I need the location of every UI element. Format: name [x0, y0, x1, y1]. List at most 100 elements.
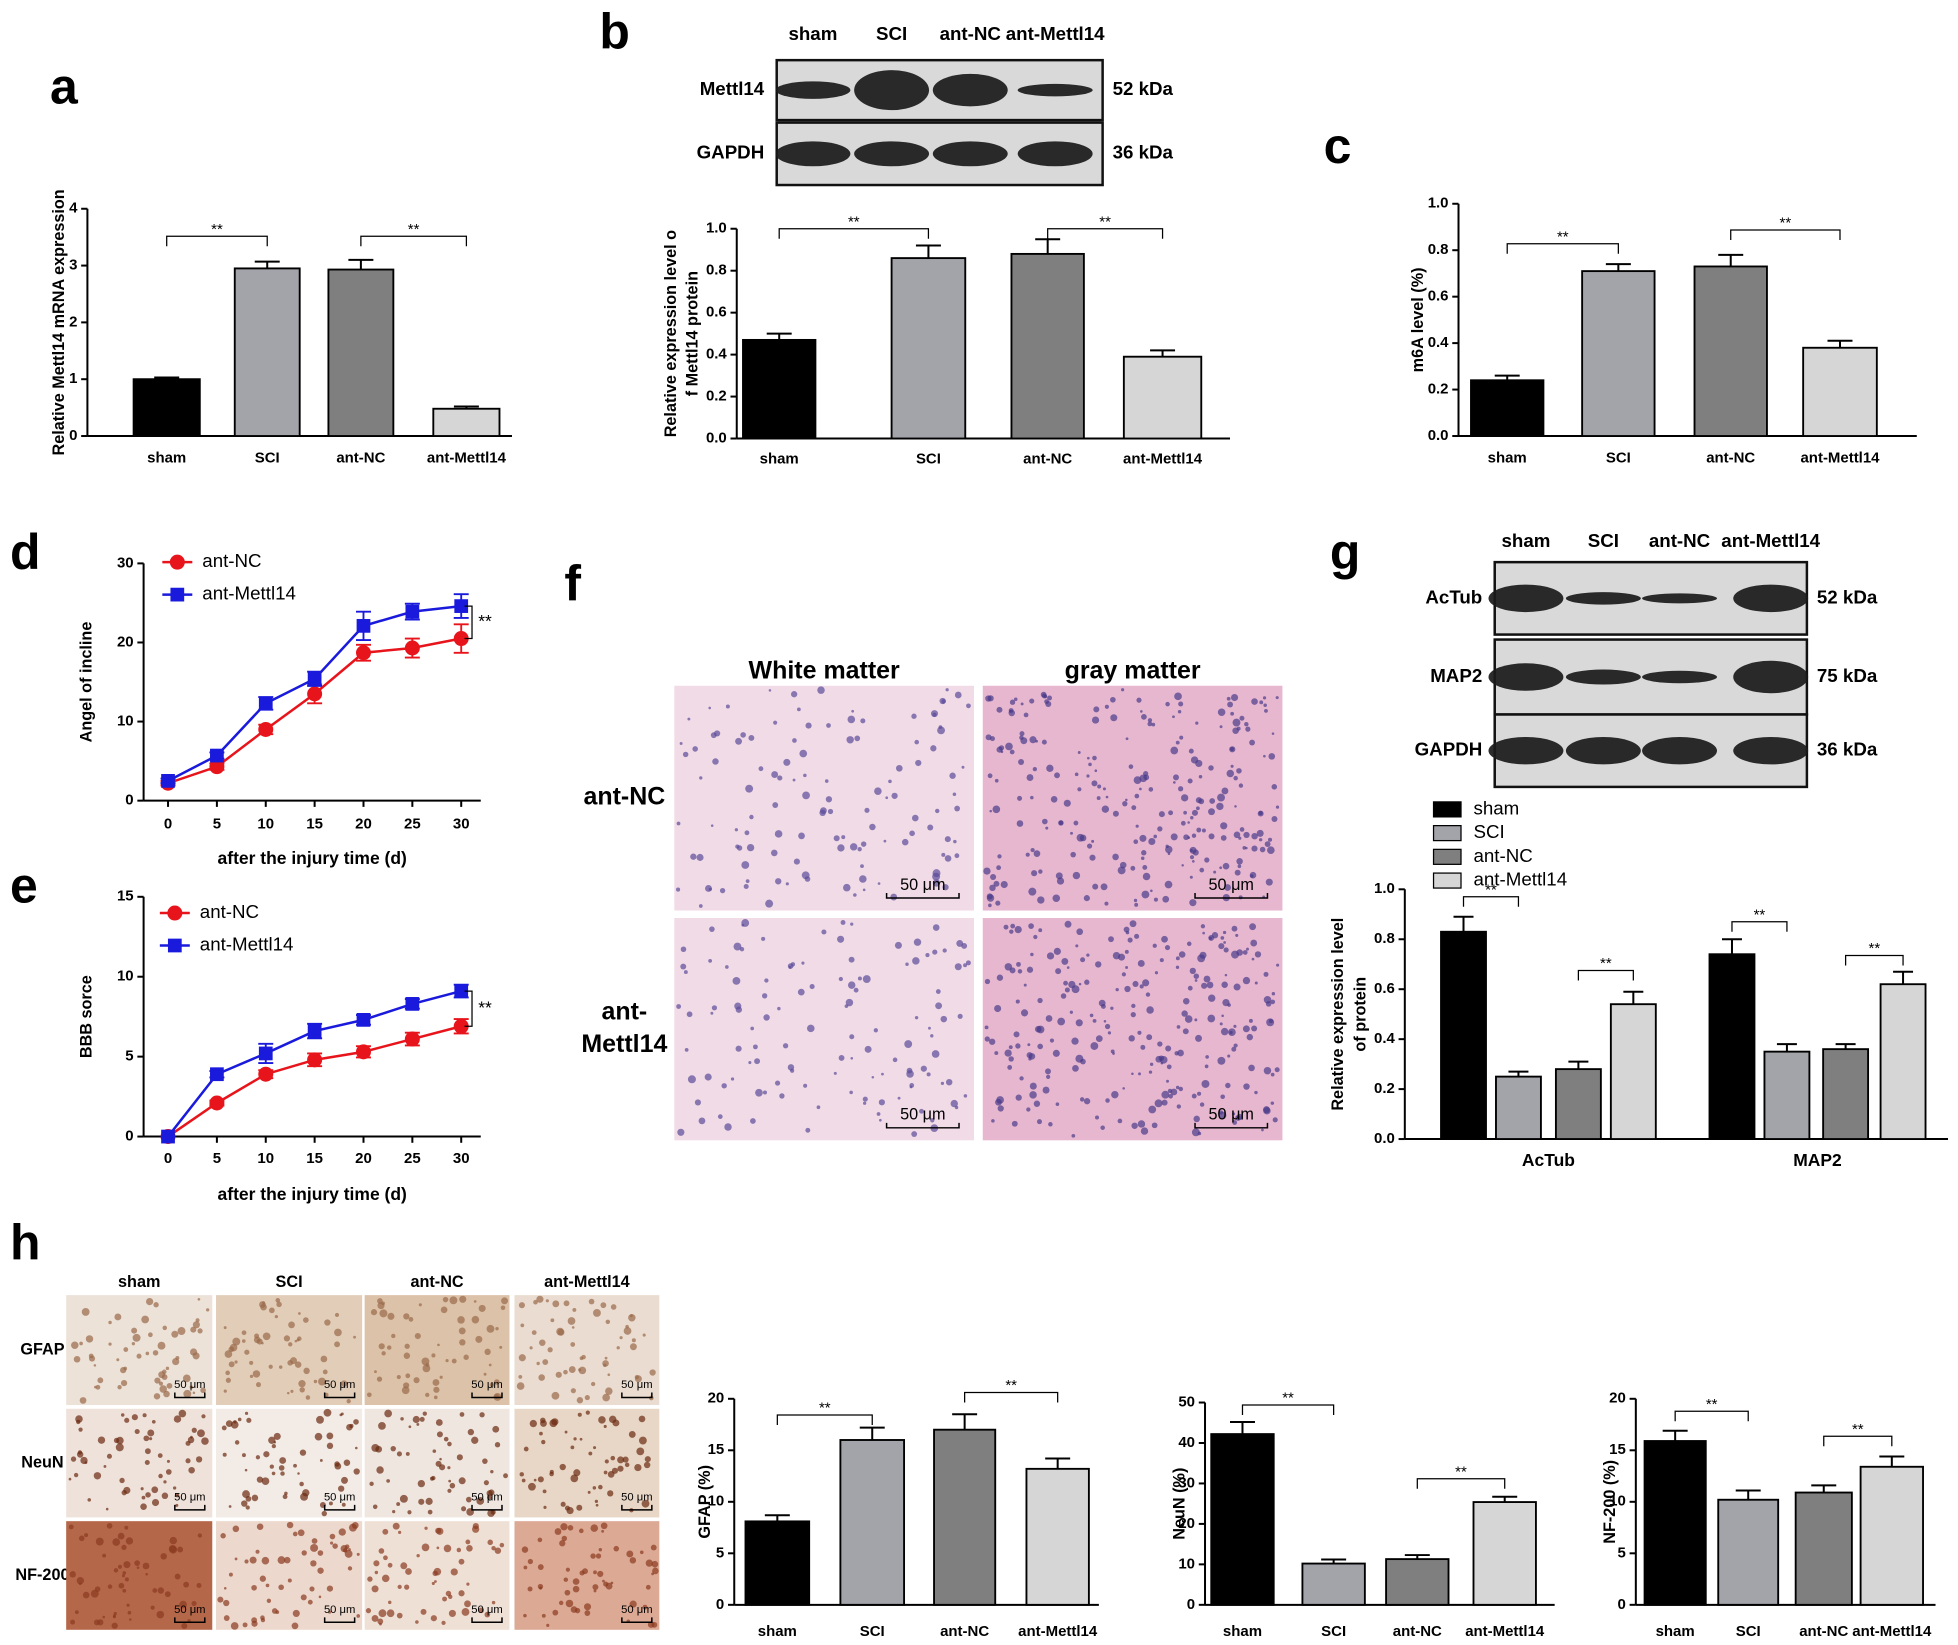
legend-swatch: [1432, 848, 1462, 865]
cell: [843, 883, 851, 892]
cell: [1045, 1015, 1053, 1022]
cell: [1008, 708, 1014, 713]
y-tick-label: 0.2: [1428, 381, 1449, 398]
cell: [317, 1550, 324, 1556]
cell: [1155, 1055, 1163, 1063]
cell: [1140, 1044, 1146, 1050]
cell: [348, 1523, 357, 1532]
cell: [1263, 754, 1266, 758]
cell: [850, 1056, 854, 1060]
cell: [260, 1615, 265, 1620]
error-bar: [1718, 253, 1744, 267]
cell: [1009, 929, 1014, 934]
cell: [992, 805, 1001, 814]
cell: [445, 1590, 452, 1597]
cell: [319, 1459, 323, 1462]
cell: [157, 1341, 166, 1350]
cell: [396, 1502, 401, 1506]
cell: [638, 1415, 646, 1423]
cell: [478, 1607, 485, 1614]
cell: [1055, 968, 1062, 975]
cell: [458, 1477, 466, 1485]
cell: [552, 1609, 559, 1616]
ihc-image: [66, 1521, 213, 1630]
cell: [95, 1537, 104, 1546]
x-tick-label: ant-Mettl14: [1852, 1623, 1932, 1640]
cell: [1117, 1118, 1123, 1124]
cell: [519, 1472, 524, 1477]
cell: [963, 963, 968, 968]
cell: [169, 1536, 177, 1545]
bar: [233, 267, 301, 437]
cell: [996, 1096, 1004, 1104]
cell: [597, 1570, 604, 1578]
cell: [954, 853, 960, 859]
error-bar: [1035, 238, 1061, 254]
cell: [1045, 1068, 1051, 1075]
cell: [1094, 769, 1098, 773]
cell: [371, 1614, 379, 1622]
legend-label: ant-NC: [202, 550, 261, 571]
cell: [234, 1440, 240, 1445]
cell: [1175, 965, 1180, 969]
cell: [249, 1360, 254, 1365]
cell: [328, 1501, 333, 1506]
scale-bar: [323, 1504, 356, 1511]
cell: [676, 887, 681, 892]
cell: [1236, 858, 1243, 865]
cell: [837, 844, 845, 852]
cell: [160, 1553, 167, 1560]
cell: [1034, 1025, 1042, 1033]
cell: [1149, 1062, 1154, 1066]
cell: [617, 1456, 625, 1464]
cell: [1018, 758, 1025, 765]
cell: [217, 1596, 224, 1603]
x-tick-label: ant-Mettl14: [1800, 449, 1880, 466]
cell: [113, 1568, 119, 1573]
cell: [1131, 1003, 1136, 1009]
cell: [141, 1315, 150, 1324]
cell: [709, 926, 715, 932]
cell: [117, 1532, 125, 1540]
data-point: [210, 748, 224, 763]
cell: [177, 1546, 184, 1553]
cell: [1134, 793, 1140, 799]
cell: [565, 1599, 574, 1608]
cell: [256, 1338, 263, 1345]
cell: [499, 1542, 505, 1548]
error-bar: [1623, 990, 1644, 1005]
cell: [680, 946, 687, 953]
cell: [652, 1567, 659, 1575]
cell: [405, 1373, 411, 1379]
cell: [1164, 880, 1173, 889]
cell: [500, 1305, 506, 1311]
cell: [1181, 1010, 1188, 1017]
cell: [386, 1345, 392, 1350]
data-point: [356, 1013, 371, 1027]
cell: [571, 1326, 575, 1329]
cell: [938, 725, 943, 729]
cell: [798, 832, 805, 840]
cell: [106, 1523, 113, 1529]
y-tick-label: 0.4: [706, 346, 727, 363]
cell: [1170, 833, 1178, 841]
cell: [1080, 1058, 1086, 1065]
cell: [387, 1312, 395, 1320]
cell: [763, 1014, 770, 1021]
cell: [991, 1119, 995, 1123]
cell: [461, 1506, 467, 1512]
cell: [162, 1325, 168, 1331]
scale-bar: [621, 1617, 653, 1624]
cell: [1246, 947, 1249, 951]
cell: [142, 1562, 150, 1570]
x-tick-label: sham: [1488, 449, 1527, 466]
scale-bar-label: 50 μm: [900, 876, 945, 894]
cell: [1064, 987, 1070, 993]
cell: [1205, 1055, 1209, 1059]
cell: [124, 1417, 130, 1423]
cell: [996, 706, 1003, 713]
cell: [1222, 930, 1227, 935]
cell: [1091, 780, 1098, 787]
cell: [1020, 702, 1024, 706]
column-header: gray matter: [1065, 657, 1201, 685]
